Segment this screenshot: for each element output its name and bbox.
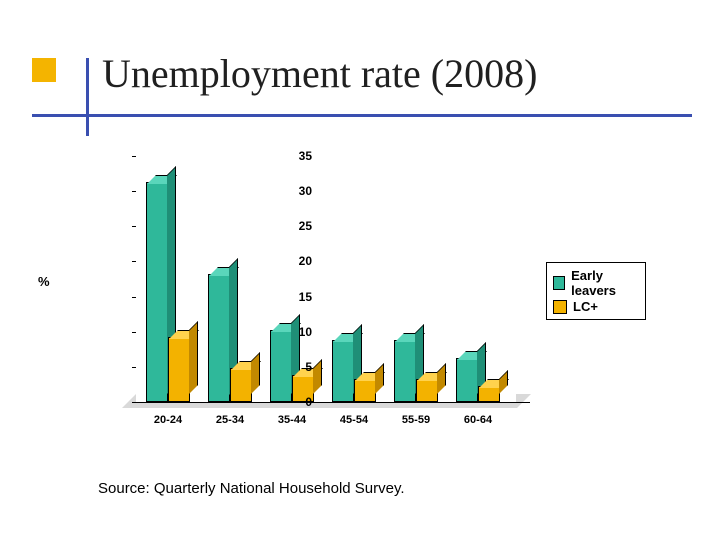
- y-tick-label: 0: [305, 395, 312, 409]
- y-tick-label: 35: [299, 149, 312, 163]
- y-tick-mark: [132, 261, 136, 262]
- y-tick-mark: [132, 226, 136, 227]
- x-tick-label: 35-44: [267, 414, 317, 426]
- y-tick-label: 15: [299, 290, 312, 304]
- y-tick-label: 25: [299, 219, 312, 233]
- legend-item: LC+: [553, 299, 639, 314]
- title-bullet: [32, 58, 56, 82]
- page-title: Unemployment rate (2008): [102, 50, 537, 97]
- legend-label: LC+: [573, 299, 598, 314]
- x-tick-label: 45-54: [329, 414, 379, 426]
- y-tick-mark: [132, 191, 136, 192]
- y-tick-label: 30: [299, 184, 312, 198]
- x-tick-label: 55-59: [391, 414, 441, 426]
- x-axis: [136, 402, 530, 403]
- y-tick-label: 5: [305, 360, 312, 374]
- title-bar-vertical: [86, 58, 89, 136]
- legend-swatch: [553, 276, 565, 290]
- unemployment-chart: % 05101520253035 20-2425-3435-4445-5455-…: [86, 156, 646, 442]
- legend: Early leavers LC+: [546, 262, 646, 320]
- plot-area: [136, 156, 516, 402]
- x-tick-label: 60-64: [453, 414, 503, 426]
- y-tick-mark: [132, 332, 136, 333]
- x-tick-label: 25-34: [205, 414, 255, 426]
- y-tick-mark: [132, 367, 136, 368]
- y-tick-mark: [132, 297, 136, 298]
- title-bar-horizontal: [32, 114, 692, 117]
- y-axis-label: %: [38, 274, 50, 289]
- y-tick-mark: [132, 156, 136, 157]
- y-tick-label: 10: [299, 325, 312, 339]
- y-tick-label: 20: [299, 254, 312, 268]
- source-note: Source: Quarterly National Household Sur…: [98, 480, 405, 497]
- legend-label: Early leavers: [571, 268, 639, 298]
- legend-swatch: [553, 300, 567, 314]
- x-tick-label: 20-24: [143, 414, 193, 426]
- legend-item: Early leavers: [553, 268, 639, 298]
- y-tick-mark: [132, 402, 136, 403]
